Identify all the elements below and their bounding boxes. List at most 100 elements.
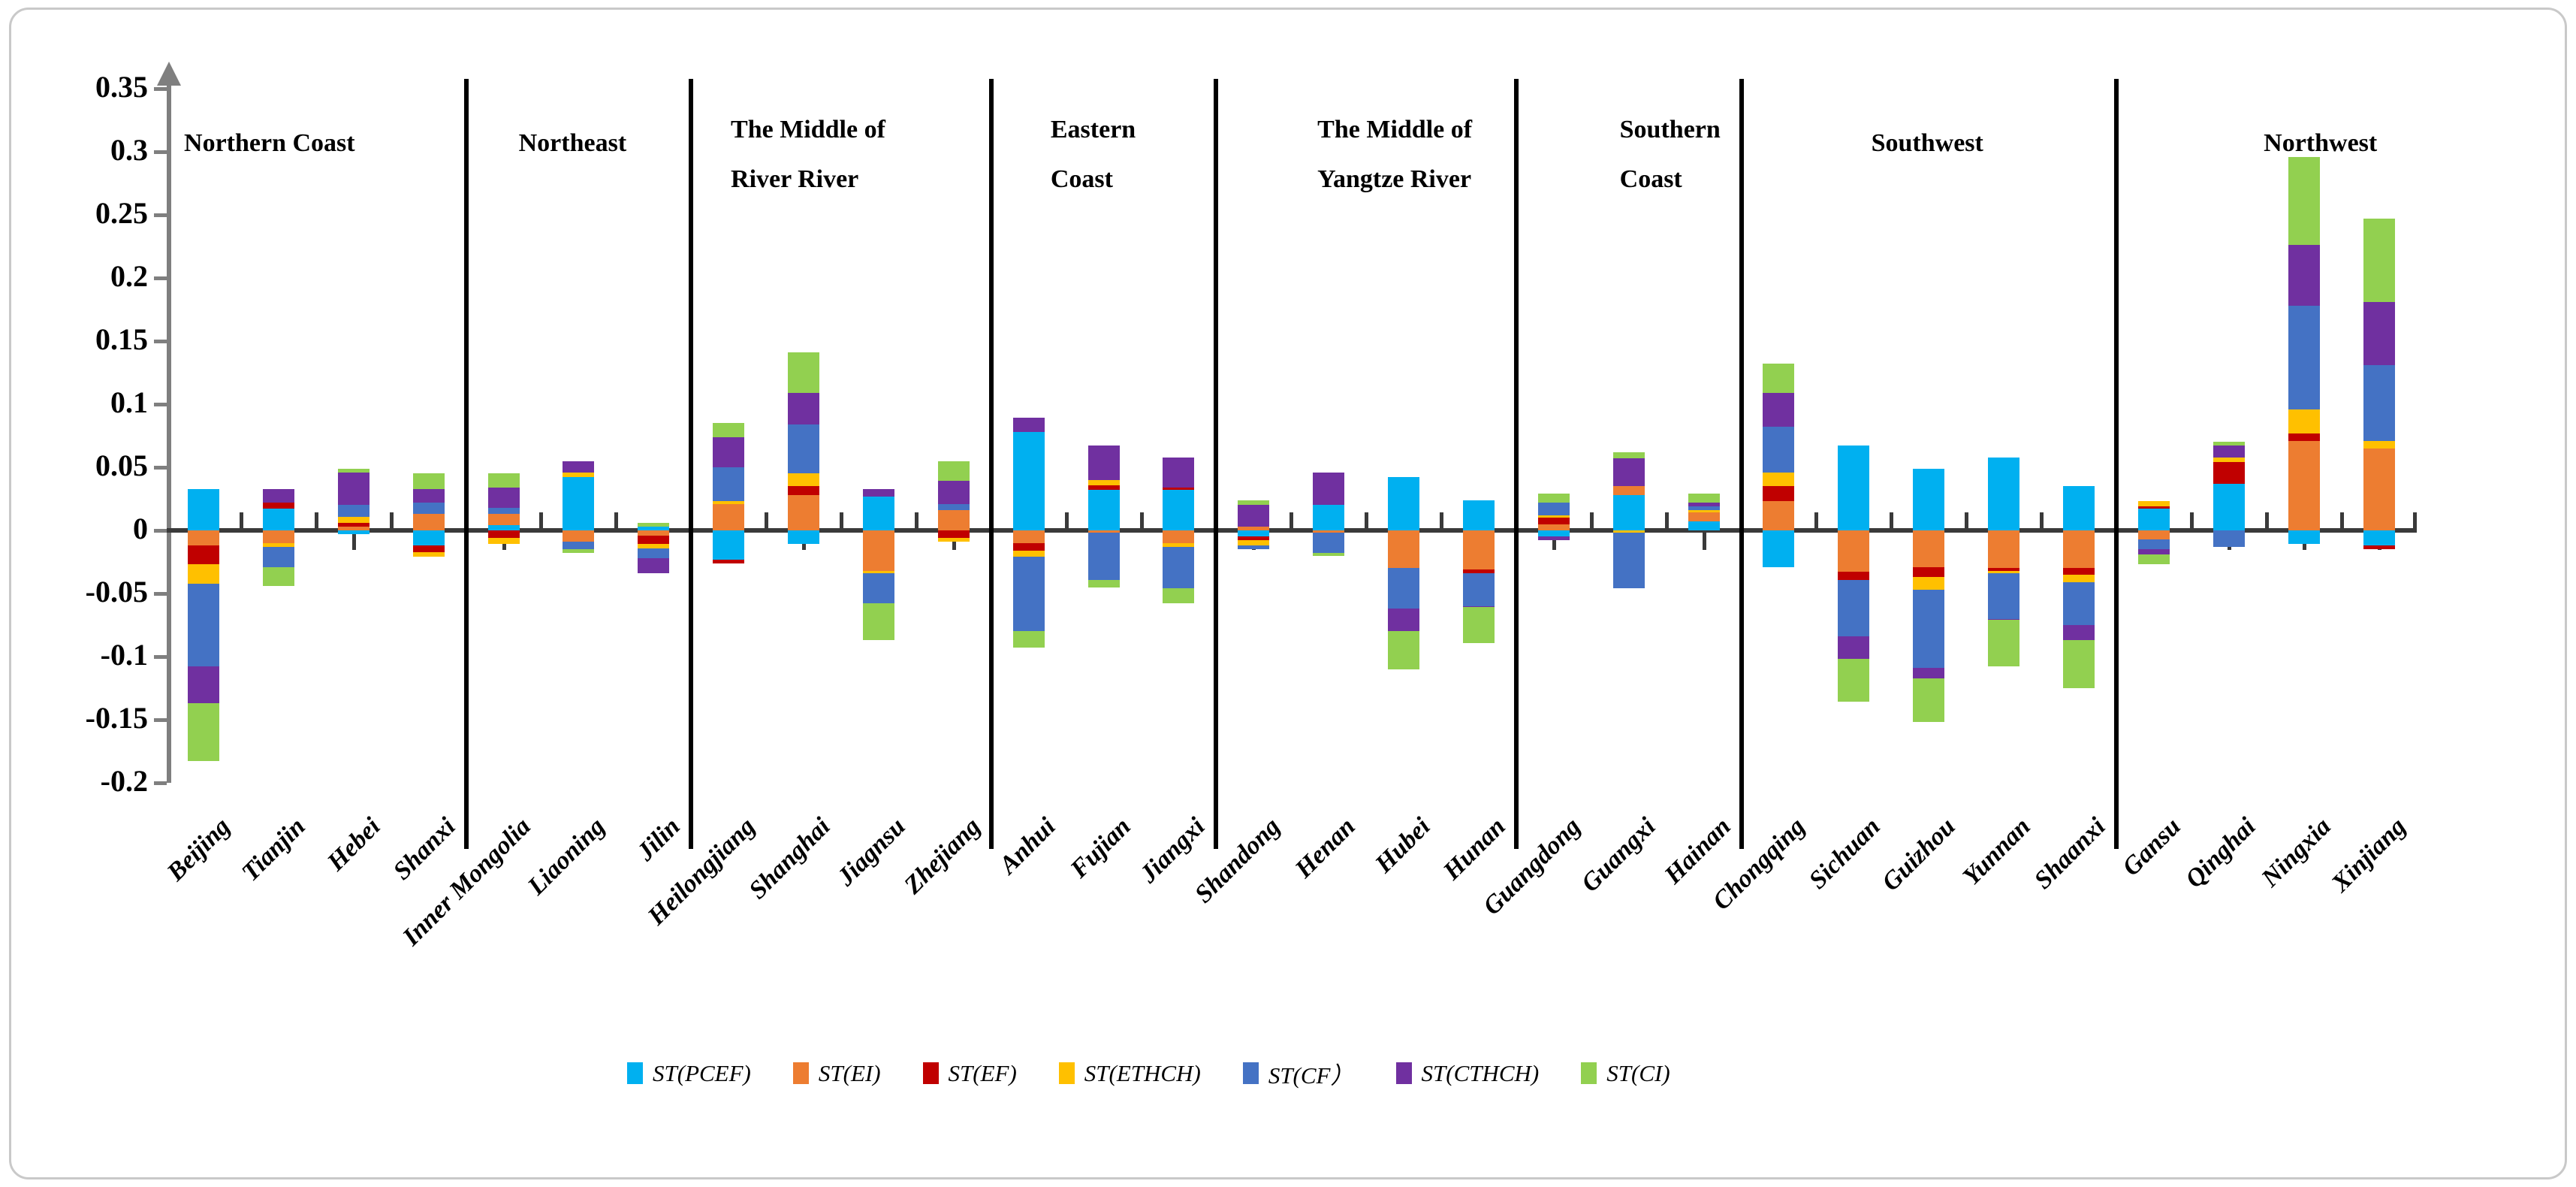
bar-segment-PCEF — [412, 530, 445, 546]
y-tick-label: -0.2 — [100, 764, 148, 798]
bar-segment-CI — [1087, 579, 1120, 587]
bar-segment-CI — [188, 703, 219, 762]
bar-segment-CI — [1537, 494, 1570, 503]
bar-segment-CF — [1763, 427, 1795, 473]
bar-segment-EF — [2288, 433, 2320, 441]
bar-segment-PCEF — [563, 477, 595, 530]
bar-segment-EI — [337, 526, 370, 530]
bar-segment-CTHCH — [937, 481, 970, 504]
category-boundary-tick — [839, 512, 843, 528]
bar-segment-EI — [2288, 440, 2320, 530]
bar-segment-CI — [1313, 553, 1345, 556]
bar-segment-CTHCH — [788, 392, 820, 424]
group-divider — [1513, 79, 1519, 849]
bar-segment-ETHCH — [862, 570, 894, 574]
bar-segment-CF — [487, 507, 520, 515]
bar-segment-EI — [1163, 530, 1195, 543]
category-boundary-tick — [1890, 512, 1894, 528]
group-divider — [463, 79, 469, 849]
bar-segment-EI — [1012, 530, 1045, 543]
y-tick-label: 0.2 — [110, 259, 148, 293]
bar-segment-ETHCH — [2137, 501, 2170, 507]
bar-segment-PCEF — [638, 526, 670, 530]
bar-segment-EF — [1913, 566, 1945, 578]
bar-segment-EI — [788, 494, 820, 530]
bar-segment-EF — [188, 545, 219, 565]
bar-segment-CF — [1012, 557, 1045, 632]
bar-segment-ETHCH — [563, 472, 595, 478]
bar-segment-ETHCH — [188, 564, 219, 584]
bar-segment-PCEF — [487, 525, 520, 530]
bar-segment-PCEF — [1163, 490, 1195, 530]
bar-segment-EI — [1913, 530, 1945, 567]
bar-segment-PCEF — [1462, 500, 1495, 530]
bar-segment-CTHCH — [262, 488, 294, 503]
group-divider — [988, 79, 994, 849]
bar-segment-ETHCH — [937, 538, 970, 542]
bar-segment-CI — [2363, 219, 2395, 302]
legend-label: ST(CTHCH) — [1421, 1059, 1540, 1086]
bar-segment-EI — [1688, 512, 1720, 522]
bar-segment-PCEF — [1388, 477, 1420, 530]
bar-segment-CF — [2137, 539, 2170, 550]
region-label: Southern Coast — [1620, 105, 1721, 205]
y-axis-tick — [154, 87, 167, 91]
bar-segment-EI — [563, 530, 595, 542]
region-label-line: Northeast — [518, 129, 627, 157]
bar-segment-CI — [638, 522, 670, 527]
bar-segment-EI — [1763, 501, 1795, 530]
y-tick-label: 0.05 — [95, 449, 148, 482]
bar-segment-EI — [1988, 530, 2020, 569]
bar-segment-EF — [262, 503, 294, 509]
bar-segment-EI — [1612, 486, 1645, 495]
bar-segment-CF — [1537, 503, 1570, 515]
bar-segment-CTHCH — [713, 436, 745, 467]
category-boundary-tick — [1589, 512, 1594, 528]
bar-segment-ETHCH — [1087, 479, 1120, 485]
region-label: Northeast — [519, 119, 627, 168]
category-boundary-tick — [914, 512, 918, 528]
bar-segment-CI — [2063, 640, 2095, 688]
bar-segment-CI — [262, 566, 294, 586]
legend-label: ST(EI) — [818, 1059, 881, 1086]
bar-segment-ETHCH — [1612, 530, 1645, 533]
category-boundary-tick — [2264, 512, 2269, 528]
bar-segment-ETHCH — [2063, 574, 2095, 582]
bar-segment-CTHCH — [1313, 472, 1345, 506]
y-axis-tick — [154, 466, 167, 470]
bar-segment-EI — [2363, 448, 2395, 530]
bar-segment-CF — [1388, 568, 1420, 609]
chart-frame-border — [9, 8, 2567, 1179]
bar-segment-PCEF — [2063, 486, 2095, 530]
bar-segment-PCEF — [2137, 509, 2170, 530]
y-tick-label: 0.35 — [95, 70, 148, 104]
bar-segment-PCEF — [2363, 530, 2395, 546]
region-label-line: Southwest — [1871, 129, 1983, 157]
bar-segment-PCEF — [1612, 494, 1645, 530]
y-axis-tick — [154, 403, 167, 406]
legend-item: ST(ETHCH) — [1058, 1060, 1201, 1087]
bar-segment-EI — [1313, 530, 1345, 533]
bar-segment-CTHCH — [1537, 536, 1570, 541]
bar-segment-PCEF — [1838, 446, 1870, 530]
bar-segment-EI — [1838, 530, 1870, 572]
legend-label: ST(EF) — [948, 1059, 1017, 1086]
y-tick-label: 0.1 — [110, 385, 148, 419]
bar-segment-CF — [188, 583, 219, 667]
bar-segment-ETHCH — [788, 473, 820, 487]
bar-segment-ETHCH — [1763, 472, 1795, 487]
bar-segment-CI — [1838, 659, 1870, 702]
bar-segment-CTHCH — [1388, 609, 1420, 632]
bar-segment-CF — [713, 467, 745, 502]
bar-segment-CTHCH — [862, 488, 894, 497]
bar-segment-CTHCH — [1462, 606, 1495, 608]
bar-segment-EF — [412, 545, 445, 552]
bar-segment-ETHCH — [2288, 409, 2320, 433]
category-center-tick — [351, 533, 356, 550]
category-boundary-tick — [1290, 512, 1294, 528]
category-boundary-tick — [239, 512, 243, 528]
category-boundary-tick — [1440, 512, 1444, 528]
x-axis — [167, 528, 2417, 533]
bar-segment-EI — [2137, 530, 2170, 539]
